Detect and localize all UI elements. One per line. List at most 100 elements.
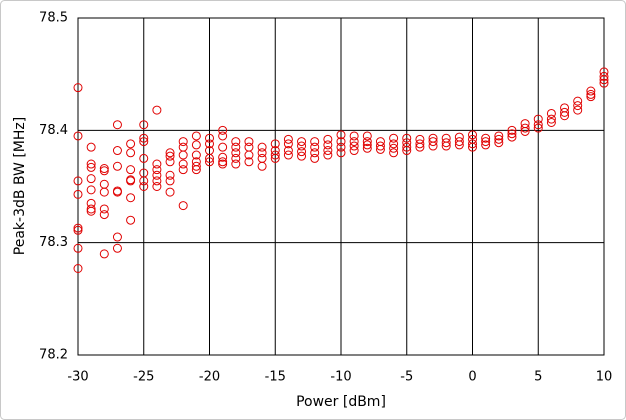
point — [362, 137, 372, 147]
point — [454, 140, 464, 150]
point — [86, 162, 96, 172]
x-tick-label: -20 — [199, 370, 220, 385]
point — [139, 137, 149, 147]
point — [546, 114, 556, 124]
point — [126, 215, 136, 225]
point — [73, 243, 83, 253]
point — [297, 137, 307, 147]
point — [297, 151, 307, 161]
point — [599, 71, 609, 81]
point — [86, 204, 96, 214]
point — [178, 159, 188, 169]
point — [165, 151, 175, 161]
point — [270, 139, 280, 149]
point — [336, 142, 346, 152]
point — [389, 139, 399, 149]
point — [441, 138, 451, 148]
point — [165, 148, 175, 158]
point — [428, 137, 438, 147]
point — [297, 147, 307, 157]
x-tick-label: -15 — [265, 370, 286, 385]
point — [112, 146, 122, 156]
point — [586, 86, 596, 96]
point — [362, 140, 372, 150]
point — [402, 142, 412, 152]
point — [191, 150, 201, 160]
x-tick-label: -30 — [67, 370, 88, 385]
point — [99, 164, 109, 174]
point — [310, 142, 320, 152]
point — [336, 130, 346, 140]
point — [533, 120, 543, 130]
point — [126, 176, 136, 186]
point — [86, 185, 96, 195]
point — [283, 146, 293, 156]
point — [586, 89, 596, 99]
point — [191, 140, 201, 150]
point — [402, 133, 412, 143]
point — [73, 225, 83, 235]
point — [336, 148, 346, 158]
point — [415, 139, 425, 149]
point — [126, 148, 136, 158]
point — [126, 165, 136, 175]
point — [533, 114, 543, 124]
point — [481, 140, 491, 150]
point — [573, 101, 583, 111]
point — [165, 176, 175, 186]
point — [507, 125, 517, 135]
point — [139, 153, 149, 163]
point — [310, 148, 320, 158]
point — [362, 143, 372, 153]
x-tick-label: -5 — [400, 370, 413, 385]
point — [310, 137, 320, 147]
point — [533, 123, 543, 133]
point — [73, 189, 83, 199]
point — [73, 131, 83, 141]
point — [546, 108, 556, 118]
point — [126, 139, 136, 149]
point — [586, 92, 596, 102]
point — [99, 166, 109, 176]
point — [507, 132, 517, 142]
point — [99, 187, 109, 197]
point — [599, 78, 609, 88]
point — [323, 150, 333, 160]
x-tick-label: -10 — [330, 370, 351, 385]
point — [336, 137, 346, 147]
point — [191, 165, 201, 175]
point — [231, 142, 241, 152]
point — [231, 159, 241, 169]
point — [73, 223, 83, 233]
y-tick-label: 78.3 — [39, 235, 68, 250]
point — [428, 141, 438, 151]
point — [283, 134, 293, 144]
point — [112, 161, 122, 171]
point — [165, 157, 175, 167]
point — [165, 187, 175, 197]
point — [283, 150, 293, 160]
x-tick-label: 0 — [468, 370, 476, 385]
x-tick-label: 10 — [596, 370, 613, 385]
point — [231, 148, 241, 158]
point — [112, 120, 122, 130]
point — [507, 129, 517, 139]
point — [205, 139, 214, 149]
point — [99, 210, 109, 220]
point — [218, 159, 228, 169]
point — [178, 137, 188, 147]
point — [191, 161, 201, 171]
point — [270, 150, 280, 160]
point — [441, 141, 451, 151]
point — [139, 176, 149, 186]
point — [415, 142, 425, 152]
point — [73, 83, 83, 93]
point — [152, 176, 162, 186]
point — [310, 153, 320, 163]
point — [244, 157, 254, 167]
point — [349, 131, 359, 141]
point — [389, 143, 399, 153]
point — [191, 131, 201, 141]
point — [112, 232, 122, 242]
